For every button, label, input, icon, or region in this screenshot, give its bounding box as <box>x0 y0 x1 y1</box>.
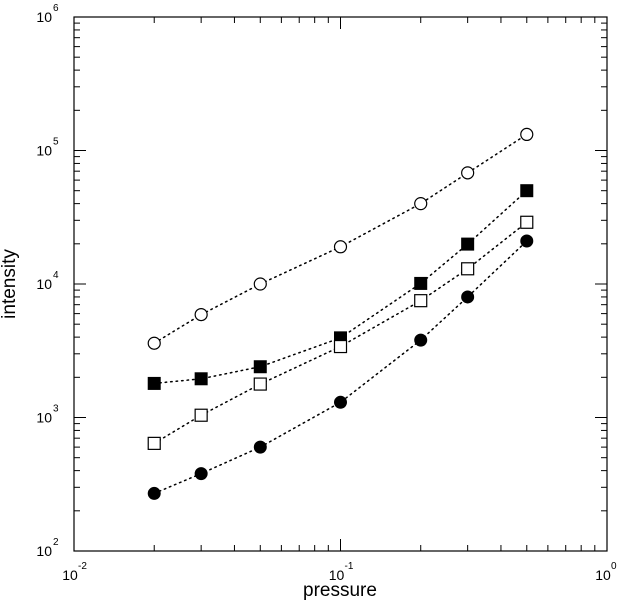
series-filled-circle <box>147 234 534 500</box>
data-point-open-square <box>414 294 428 308</box>
y-tick-label: 10 <box>36 9 52 25</box>
data-point-open-circle <box>461 166 475 180</box>
y-tick-exponent: 4 <box>53 270 59 281</box>
data-point-open-square <box>461 262 475 276</box>
data-point-filled-circle <box>334 395 347 409</box>
data-series <box>147 127 534 500</box>
series-connector-line <box>153 240 528 495</box>
series-open-circle <box>147 127 534 350</box>
y-tick-label: 10 <box>36 543 52 559</box>
x-tick-exponent: 0 <box>611 561 617 572</box>
data-point-open-circle <box>333 240 348 254</box>
data-point-open-circle <box>147 336 161 350</box>
data-point-open-circle <box>194 307 208 322</box>
data-point-open-circle <box>253 277 267 291</box>
x-axis-label: pressure <box>303 580 377 601</box>
series-open-square <box>147 215 534 450</box>
x-tick-exponent: -1 <box>345 561 354 572</box>
data-point-filled-circle <box>147 486 161 500</box>
data-point-filled-square <box>414 276 428 290</box>
data-point-filled-square <box>461 237 475 251</box>
y-tick-exponent: 3 <box>53 404 59 415</box>
data-point-filled-square <box>194 372 208 386</box>
y-tick-exponent: 6 <box>53 3 59 14</box>
data-point-open-circle <box>520 127 534 142</box>
data-point-open-circle <box>414 197 428 211</box>
plot-frame <box>73 16 608 552</box>
series-filled-square <box>147 184 534 390</box>
data-point-filled-circle <box>461 290 475 304</box>
data-point-filled-circle <box>194 467 208 481</box>
data-point-open-square <box>147 436 161 450</box>
axis-ticks <box>73 16 608 552</box>
y-tick-label: 10 <box>36 143 52 159</box>
y-tick-label: 10 <box>36 276 52 292</box>
data-point-filled-circle <box>520 234 534 248</box>
data-point-open-square <box>520 215 534 229</box>
y-tick-exponent: 5 <box>53 137 59 148</box>
data-point-open-square <box>253 377 267 391</box>
x-tick-exponent: -2 <box>78 561 87 572</box>
y-tick-exponent: 2 <box>53 537 59 548</box>
y-tick-label: 10 <box>36 410 52 426</box>
series-connector-line <box>153 189 528 385</box>
data-point-filled-square <box>520 184 534 198</box>
data-point-filled-square <box>253 360 267 374</box>
x-tick-label: 10 <box>329 567 345 583</box>
data-point-filled-square <box>147 376 161 390</box>
x-tick-label: 10 <box>595 567 611 583</box>
data-point-filled-circle <box>414 333 428 347</box>
x-tick-label: 10 <box>62 567 78 583</box>
data-point-open-square <box>333 339 348 354</box>
data-point-filled-circle <box>253 440 267 454</box>
y-axis-label: intensity <box>0 249 20 319</box>
data-point-open-square <box>194 408 208 422</box>
